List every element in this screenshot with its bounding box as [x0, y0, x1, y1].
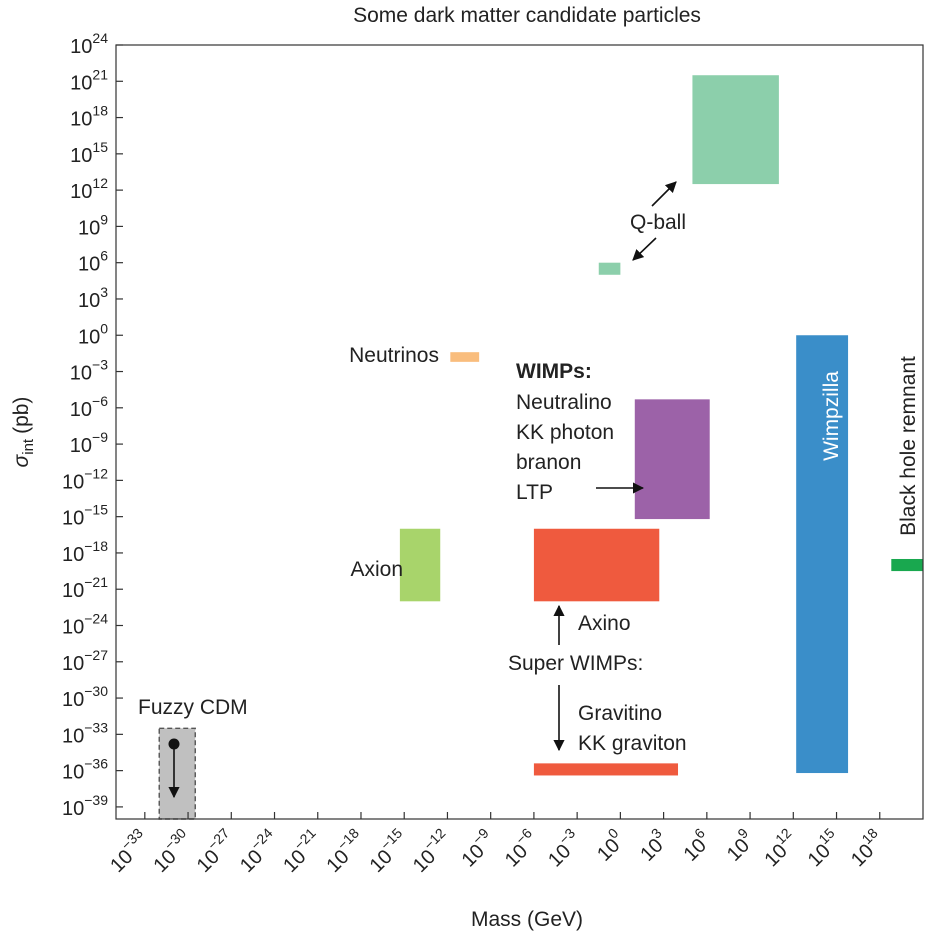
y-tick-label: 10−18 [62, 538, 108, 566]
annotation-black-hole-remnant: Black hole remnant [897, 356, 920, 536]
region-qball-small [598, 262, 621, 275]
annotation-wimps-kk-photon: KK photon [516, 421, 614, 444]
annotation-qball: Q-ball [630, 211, 686, 234]
arrow-qball-down [632, 237, 657, 261]
x-tick-label: 10−27 [188, 825, 240, 877]
x-tick-label: 1012 [756, 825, 803, 872]
region-black-hole-remnant [891, 558, 923, 572]
x-tick-label: 100 [589, 825, 630, 866]
y-tick-label: 1015 [70, 139, 108, 167]
region-axion [399, 528, 441, 602]
y-tick-label: 106 [78, 248, 108, 276]
y-tick-label: 100 [78, 320, 108, 348]
x-tick-label: 10−12 [405, 825, 457, 877]
y-axis-label-subscript: int [20, 438, 37, 455]
y-tick-label: 1012 [70, 175, 108, 203]
y-axis-label-unit: (pb) [10, 397, 33, 434]
chart-title: Some dark matter candidate particles [353, 4, 701, 27]
y-axis-label-symbol: σ [10, 453, 33, 467]
regions-layer [158, 75, 923, 820]
x-tick-label: 10−9 [453, 825, 500, 872]
y-axis-ticks: 10−39 10−36 10−33 10−30 10−27 10−24 10−21 10−18… [62, 30, 123, 820]
x-tick-label: 1015 [800, 825, 847, 872]
annotation-neutrinos: Neutrinos [349, 344, 439, 367]
region-neutrinos [450, 352, 480, 362]
y-tick-label: 10−21 [62, 574, 108, 602]
y-tick-label: 1024 [70, 30, 108, 58]
region-axino [533, 528, 660, 602]
annotation-axino: Axino [578, 612, 631, 635]
y-tick-label: 1021 [70, 66, 108, 94]
y-tick-label: 10−12 [62, 465, 108, 493]
y-tick-label: 10−6 [70, 393, 108, 421]
x-axis-ticks: 10−3310−3010−2710−2410−2110−1810−1510−12… [102, 812, 890, 877]
x-tick-label: 10−30 [145, 825, 197, 877]
y-tick-label: 10−39 [62, 792, 108, 820]
annotation-wimpzilla: Wimpzilla [820, 371, 843, 461]
x-axis-label: Mass (GeV) [471, 908, 583, 931]
y-tick-label: 109 [78, 211, 108, 239]
x-tick-label: 10−21 [275, 825, 327, 877]
annotation-wimps-neutralino: Neutralino [516, 391, 612, 414]
arrow-qball-up [651, 181, 677, 207]
region-gravitino [533, 763, 679, 776]
annotation-kk-graviton: KK graviton [578, 732, 687, 755]
x-tick-label: 10−33 [102, 825, 154, 877]
x-tick-label: 106 [675, 825, 716, 866]
plot-frame [115, 44, 924, 820]
y-tick-label: 10−36 [62, 756, 108, 784]
y-tick-label: 103 [78, 284, 108, 312]
region-wimpzilla [796, 335, 849, 774]
x-tick-label: 10−15 [361, 825, 413, 877]
x-tick-label: 10−18 [318, 825, 370, 877]
annotation-gravitino: Gravitino [578, 702, 662, 725]
y-tick-label: 10−9 [70, 429, 108, 457]
x-tick-label: 109 [719, 825, 760, 866]
x-tick-label: 10−3 [540, 825, 587, 872]
annotation-wimps-branon: branon [516, 451, 581, 474]
y-tick-label: 10−33 [62, 719, 108, 747]
y-tick-label: 10−30 [62, 683, 108, 711]
y-tick-label: 10−24 [62, 611, 108, 639]
y-tick-label: 10−3 [70, 357, 108, 385]
annotation-wimps-ltp: LTP [516, 481, 553, 504]
annotation-wimps-heading: WIMPs: [516, 360, 592, 383]
x-tick-label: 10−24 [232, 825, 284, 877]
y-tick-label: 1018 [70, 103, 108, 131]
region-wimps [634, 399, 710, 520]
x-tick-label: 103 [632, 825, 673, 866]
region-qball-large [692, 75, 779, 185]
y-tick-label: 10−15 [62, 502, 108, 530]
y-axis-label: σint (pb) [10, 397, 37, 468]
x-tick-label: 1018 [843, 825, 890, 872]
annotation-fuzzy-cdm: Fuzzy CDM [138, 696, 248, 719]
y-tick-label: 10−27 [62, 647, 108, 675]
annotation-super-wimps: Super WIMPs: [508, 652, 643, 675]
x-tick-label: 10−6 [497, 825, 544, 872]
annotation-axion: Axion [350, 558, 403, 581]
